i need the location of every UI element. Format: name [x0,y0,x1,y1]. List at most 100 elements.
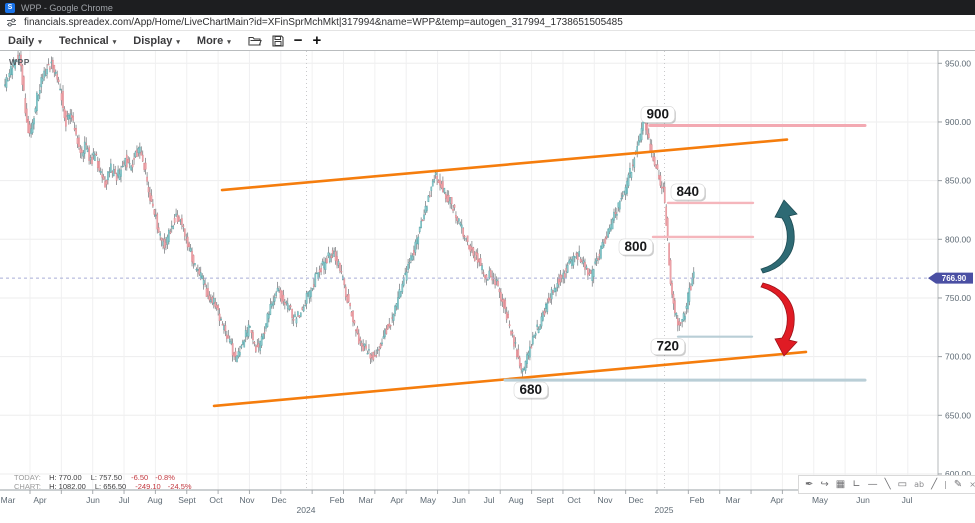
today-high: H: 770.00 [49,473,82,482]
level-label-840: 840 [670,183,706,202]
menu-technical[interactable]: Technical ▾ [59,35,116,47]
chart-range-low: L: 656.50 [94,481,127,491]
today-label: TODAY: [14,473,41,482]
menu-daily-label: Daily [8,34,35,47]
month-label: Jun [86,495,100,505]
zoom-in-button[interactable]: + [312,33,321,48]
month-label: Nov [597,495,613,505]
marker-tool-icon[interactable]: ✎ [953,478,963,490]
month-label: Dec [271,495,287,505]
plus-icon: + [312,32,322,49]
rect-tool-icon[interactable]: ▭ [897,478,908,490]
chevron-down-icon: ▾ [176,38,180,46]
chart-range-high: H: 1082.00 [49,481,86,491]
month-label: Oct [567,495,581,505]
today-change-pct: -0.8% [155,473,175,482]
month-label: Jul [119,495,130,505]
down-swing-arrow[interactable] [760,282,798,357]
session-info: TODAY: H: 770.00 L: 757.50 -6.50 -0.8% C… [14,473,197,492]
today-change: -6.50 [131,473,149,482]
menu-more[interactable]: More ▾ [197,35,231,47]
month-label: Mar [1,495,16,505]
today-low: L: 757.50 [90,473,122,482]
price-label: 600.00 [945,469,971,479]
up-swing-arrow[interactable] [760,199,798,274]
price-chart[interactable]: 900 840 800 720 680 950.00 900.00 850.00 800.00 7… [0,51,975,523]
price-label: 750.00 [945,293,971,303]
month-label: Mar [359,495,374,505]
line-tool-icon[interactable]: ╲ [884,478,891,490]
ray-tool-icon[interactable]: ╱ [931,478,938,490]
chevron-down-icon: ▾ [112,38,117,46]
month-label: Dec [628,495,644,505]
url-bar[interactable]: financials.spreadex.com/App/Home/LiveCha… [0,15,975,31]
svg-text:840: 840 [677,184,700,199]
price-label: 650.00 [945,410,971,420]
pen-tool-icon[interactable]: ✒ [805,478,814,490]
chart-range-label: CHART: [14,481,41,491]
chart-menubar: Daily ▾ Technical ▾ Display ▾ More ▾ [0,31,975,51]
menu-more-label: More [196,34,224,47]
drawing-toolbar: ✒ ↪ ▦ ∟ — ╲ ▭ ab ╱ | ✎ × [798,475,975,494]
svg-text:680: 680 [520,382,543,397]
price-label: 900.00 [945,117,971,127]
save-icon [272,34,284,47]
minus-icon: − [293,32,303,49]
current-price-value: 766.90 [942,274,967,283]
month-label: Jun [856,495,870,505]
curve-arrow-tool-icon[interactable]: ↪ [820,478,829,490]
current-price-tag [928,272,973,284]
save-chart-button[interactable] [272,34,284,47]
today-info-row: TODAY: H: 770.00 L: 757.50 -6.50 -0.8% [14,473,197,483]
month-label: Jul [484,495,495,505]
month-label: Aug [508,495,523,505]
month-label: Sept [536,495,554,505]
folder-open-icon [248,36,262,46]
vline-tool-icon[interactable]: | [944,479,947,489]
price-label: 950.00 [945,58,971,68]
month-label: May [420,495,437,505]
hline-tool-icon[interactable]: — [867,478,878,490]
url-text[interactable]: financials.spreadex.com/App/Home/LiveCha… [24,17,623,28]
month-label: Apr [390,495,403,505]
text-tool-icon[interactable]: ab [914,479,925,489]
grid-tool-icon[interactable]: ▦ [835,478,846,490]
year-label: 2025 [655,505,674,515]
level-label-680: 680 [513,381,549,400]
month-label: Oct [209,495,223,505]
month-label: Feb [690,495,705,505]
trend-tool-icon[interactable]: ∟ [852,478,861,490]
price-label: 700.00 [945,352,971,362]
chart-info-row: CHART: H: 1082.00 L: 656.50 -249.10 -24.… [14,481,197,492]
trendline[interactable] [220,138,789,192]
window-title: WPP - Google Chrome [21,2,113,13]
spreadex-logo-icon: S [5,2,15,13]
menu-technical-label: Technical [58,34,109,47]
month-label: Mar [726,495,741,505]
level-label-800: 800 [618,238,654,257]
month-label: Apr [33,495,46,505]
zoom-out-button[interactable]: − [294,33,303,48]
menu-display[interactable]: Display ▾ [133,35,180,47]
menu-daily[interactable]: Daily ▾ [8,35,42,47]
svg-text:720: 720 [657,339,680,354]
titlebar: S WPP - Google Chrome [0,0,975,15]
month-label: Jul [902,495,913,505]
candles [4,51,695,378]
month-label: Nov [239,495,255,505]
chart-range-change-pct: -24.5% [167,481,192,491]
chevron-down-icon: ▾ [38,38,42,46]
month-label: Feb [330,495,345,505]
close-tool-icon[interactable]: × [969,479,975,489]
site-settings-icon[interactable] [6,17,17,28]
chart-range-change: -249.10 [135,481,161,491]
svg-text:900: 900 [647,106,670,121]
chevron-down-icon: ▾ [227,38,231,46]
svg-text:800: 800 [625,239,648,254]
month-label: Sept [178,495,196,505]
chart-area: 900 840 800 720 680 950.00 900.00 850.00 800.00 7… [0,51,975,523]
symbol-watermark: WPP [9,57,30,67]
month-label: Apr [770,495,783,505]
open-chart-button[interactable] [248,35,262,46]
